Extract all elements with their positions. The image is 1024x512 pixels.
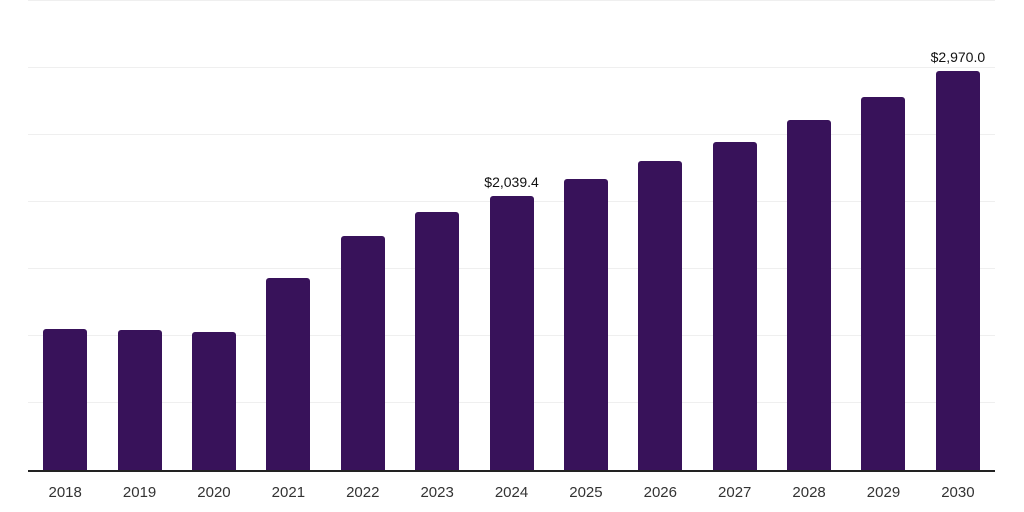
bar-2025 xyxy=(563,179,608,470)
bar-2021 xyxy=(266,277,311,470)
bar-2023 xyxy=(415,211,460,470)
bar-2026 xyxy=(638,161,683,470)
x-axis-tick-label-2026: 2026 xyxy=(643,484,677,501)
x-axis-tick-label-2028: 2028 xyxy=(792,484,826,501)
bar-value-label-2024: $2,039.4 xyxy=(484,174,539,191)
x-axis-line xyxy=(28,470,995,472)
x-axis-tick-label-2023: 2023 xyxy=(420,484,454,501)
bar-value-label-2030: $2,970.0 xyxy=(930,49,986,66)
bar-column-2023 xyxy=(400,0,474,470)
bar-column-2020 xyxy=(177,0,251,470)
bar-2024 xyxy=(489,196,534,470)
gridline-3500 xyxy=(28,0,995,1)
bar-2018 xyxy=(43,329,88,470)
bar-column-2028 xyxy=(772,0,846,470)
bar-column-2030: $2,970.0 xyxy=(921,0,995,470)
plot-area: $2,039.4 $2,970.0 xyxy=(28,0,995,470)
bar-column-2027 xyxy=(698,0,772,470)
bar-2027 xyxy=(712,142,757,470)
bar-2022 xyxy=(340,235,385,470)
bar-column-2025 xyxy=(549,0,623,470)
bar-2020 xyxy=(191,332,236,470)
gridline-3000 xyxy=(28,66,995,68)
bar-column-2021 xyxy=(251,0,325,470)
bar-2029 xyxy=(861,96,906,470)
bar-2019 xyxy=(117,330,162,470)
gridline-2500 xyxy=(28,133,995,135)
x-axis-tick-label-2020: 2020 xyxy=(197,484,231,501)
x-axis-tick-label-2025: 2025 xyxy=(569,484,603,501)
x-axis-labels: 2018 2019 2020 2021 2022 2023 2024 2025 2026 2027… xyxy=(28,483,995,503)
x-axis-tick-label-2018: 2018 xyxy=(48,484,82,501)
bar-column-2029 xyxy=(846,0,920,470)
bar-columns: $2,039.4 $2,970.0 xyxy=(28,0,995,470)
x-axis-tick-label-2030: 2030 xyxy=(941,484,975,501)
x-axis-tick-label-2024: 2024 xyxy=(494,484,529,501)
bar-column-2026 xyxy=(623,0,697,470)
x-axis-tick-label-2019: 2019 xyxy=(122,484,157,501)
bar-column-2018 xyxy=(28,0,102,470)
bar-column-2022 xyxy=(326,0,400,470)
bar-column-2024: $2,039.4 xyxy=(474,0,548,470)
x-axis-tick-label-2021: 2021 xyxy=(271,484,306,501)
bar-2028 xyxy=(787,120,832,470)
x-axis-tick-label-2029: 2029 xyxy=(866,484,901,501)
x-axis-tick-label-2027: 2027 xyxy=(718,484,752,501)
bar-2030 xyxy=(935,71,980,470)
bar-column-2019 xyxy=(102,0,176,470)
x-axis-tick-label-2022: 2022 xyxy=(346,484,380,501)
